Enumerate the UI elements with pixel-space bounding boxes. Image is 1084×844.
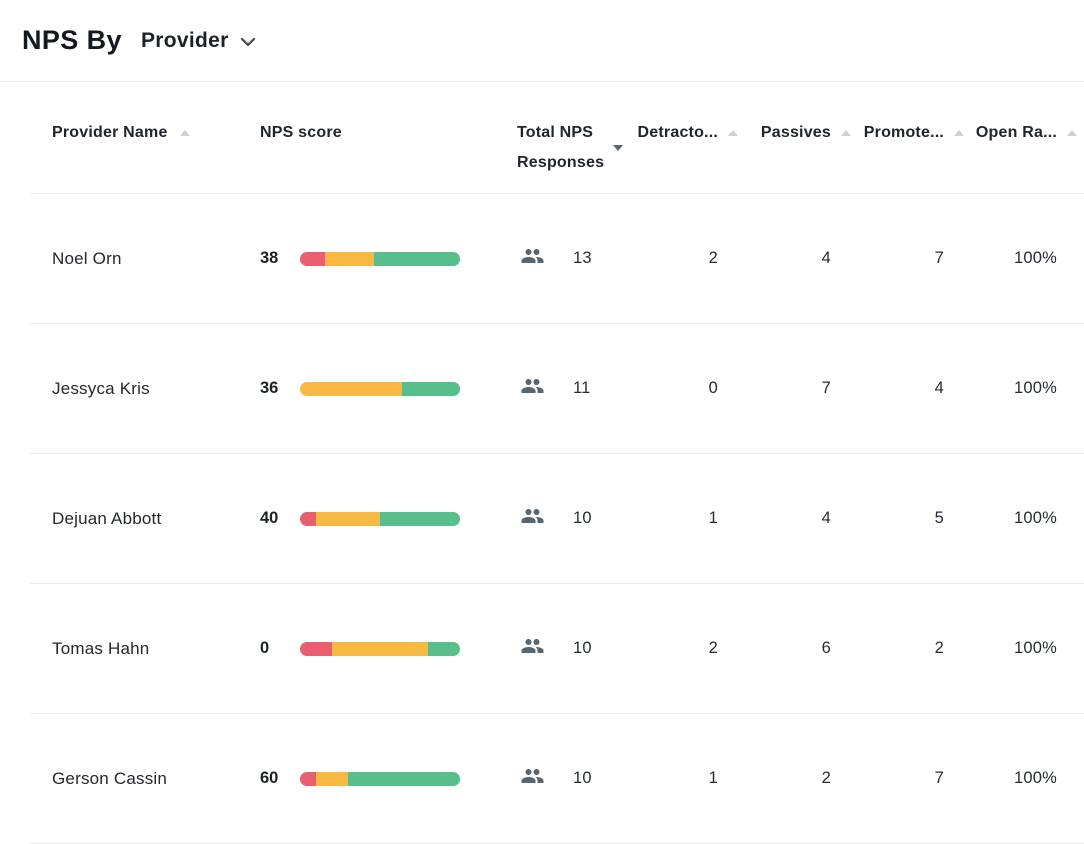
bar-segment-detractors xyxy=(300,511,316,526)
chevron-down-icon xyxy=(240,29,256,53)
open-rate-value: 100% xyxy=(1013,379,1057,397)
bar-segment-passives xyxy=(332,641,428,656)
sort-asc-icon xyxy=(728,130,738,136)
passives-value: 2 xyxy=(821,769,831,787)
people-icon xyxy=(517,244,548,273)
provider-name: Tomas Hahn xyxy=(52,638,150,658)
nps-stacked-bar xyxy=(300,641,460,656)
bar-segment-passives xyxy=(300,381,402,396)
nps-score-value: 0 xyxy=(260,639,270,657)
detractors-value: 2 xyxy=(708,639,718,657)
total-responses-cell: 11 xyxy=(517,374,617,403)
total-responses-value: 10 xyxy=(573,769,592,787)
sort-asc-icon xyxy=(1067,130,1077,136)
total-responses-cell: 10 xyxy=(517,634,617,663)
groupby-value: Provider xyxy=(140,28,229,52)
bar-segment-detractors xyxy=(300,771,316,786)
bar-segment-promoters xyxy=(348,771,460,786)
open-rate-value: 100% xyxy=(1013,639,1057,657)
open-rate-value: 100% xyxy=(1013,509,1057,527)
page-title: NPS By xyxy=(22,25,122,55)
passives-value: 4 xyxy=(821,249,831,267)
col-header-provider-name[interactable]: Provider Name xyxy=(52,118,260,148)
people-icon xyxy=(517,504,548,533)
provider-name: Jessyca Kris xyxy=(52,378,150,398)
nps-score-cell: 40 xyxy=(260,509,517,528)
sort-asc-icon xyxy=(954,130,964,136)
promoters-value: 7 xyxy=(934,249,944,267)
table-row: Tomas Hahn 0 10 2 6 2 100% xyxy=(30,584,1084,714)
detractors-value: 2 xyxy=(708,249,718,267)
detractors-value: 1 xyxy=(708,769,718,787)
table-row: Dejuan Abbott 40 10 1 4 5 100% xyxy=(30,454,1084,584)
table-body: Noel Orn 38 13 2 4 7 100% Jes xyxy=(0,194,1084,844)
total-responses-value: 10 xyxy=(573,639,592,657)
people-icon xyxy=(517,634,548,663)
table-header: Provider Name NPS score Total NPS Respon… xyxy=(30,82,1084,194)
bar-segment-detractors xyxy=(300,641,332,656)
sort-asc-icon xyxy=(841,130,851,136)
provider-name: Gerson Cassin xyxy=(52,768,168,788)
col-header-detractors[interactable]: Detracto... xyxy=(617,118,738,148)
bar-segment-promoters xyxy=(373,251,460,266)
total-responses-value: 10 xyxy=(573,509,592,527)
promoters-value: 2 xyxy=(934,639,944,657)
col-header-total-responses[interactable]: Total NPS Responses xyxy=(517,118,623,178)
total-responses-cell: 10 xyxy=(517,764,617,793)
bar-segment-detractors xyxy=(300,251,325,266)
bar-segment-passives xyxy=(324,251,374,266)
bar-segment-passives xyxy=(316,511,380,526)
nps-score-value: 38 xyxy=(260,249,279,267)
bar-segment-promoters xyxy=(401,381,460,396)
col-header-open-rate[interactable]: Open Ra... xyxy=(944,118,1077,148)
nps-score-cell: 60 xyxy=(260,769,517,788)
total-responses-value: 11 xyxy=(573,379,591,397)
nps-stacked-bar xyxy=(300,251,460,266)
bar-segment-passives xyxy=(316,771,348,786)
passives-value: 6 xyxy=(821,639,831,657)
people-icon xyxy=(517,764,548,793)
detractors-value: 0 xyxy=(708,379,718,397)
nps-table: Provider Name NPS score Total NPS Respon… xyxy=(0,82,1084,844)
nps-stacked-bar xyxy=(300,381,460,396)
page-header: NPS By Provider xyxy=(0,0,1084,82)
col-header-passives[interactable]: Passives xyxy=(718,118,851,148)
promoters-value: 4 xyxy=(934,379,944,397)
people-icon xyxy=(517,374,548,403)
open-rate-value: 100% xyxy=(1013,769,1057,787)
provider-name: Noel Orn xyxy=(52,248,122,268)
nps-score-cell: 0 xyxy=(260,639,517,658)
promoters-value: 7 xyxy=(934,769,944,787)
nps-score-value: 36 xyxy=(260,379,279,397)
bar-segment-promoters xyxy=(380,511,460,526)
sort-asc-icon xyxy=(179,130,190,136)
nps-stacked-bar xyxy=(300,771,460,786)
table-row: Jessyca Kris 36 11 0 7 4 100% xyxy=(30,324,1084,454)
nps-stacked-bar xyxy=(300,511,460,526)
total-responses-cell: 13 xyxy=(517,244,617,273)
col-header-nps-score[interactable]: NPS score xyxy=(260,124,342,141)
groupby-dropdown[interactable]: Provider xyxy=(141,29,256,53)
total-responses-cell: 10 xyxy=(517,504,617,533)
nps-score-cell: 36 xyxy=(260,379,517,398)
detractors-value: 1 xyxy=(708,509,718,527)
nps-score-cell: 38 xyxy=(260,249,517,268)
sort-desc-icon xyxy=(613,145,623,151)
passives-value: 7 xyxy=(821,379,831,397)
bar-segment-promoters xyxy=(428,641,460,656)
table-row: Gerson Cassin 60 10 1 2 7 100% xyxy=(30,714,1084,844)
passives-value: 4 xyxy=(821,509,831,527)
nps-score-value: 60 xyxy=(260,769,279,787)
col-header-promoters[interactable]: Promote... xyxy=(831,118,964,148)
provider-name: Dejuan Abbott xyxy=(52,508,162,528)
promoters-value: 5 xyxy=(934,509,944,527)
open-rate-value: 100% xyxy=(1013,249,1057,267)
table-row: Noel Orn 38 13 2 4 7 100% xyxy=(30,194,1084,324)
total-responses-value: 13 xyxy=(573,249,592,267)
nps-score-value: 40 xyxy=(260,509,279,527)
